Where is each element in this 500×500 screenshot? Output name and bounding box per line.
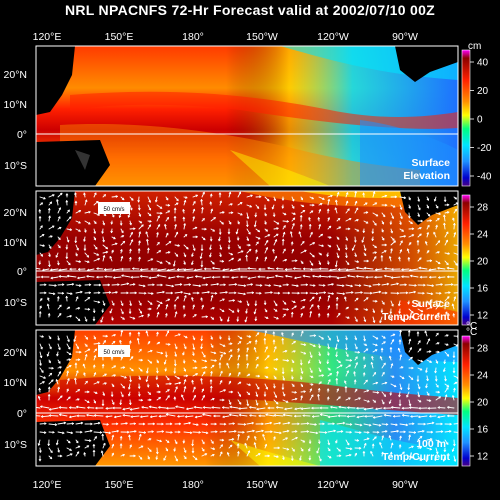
- vector-key-label: 50 cm/s: [103, 350, 124, 356]
- longitude-labels: 120°E 150°E 180° 150°W 120°W 90°W 120°E 150°E 18…: [33, 31, 418, 491]
- latitude-label: 20°N: [4, 69, 27, 81]
- vector-key-label: 50 cm/s: [103, 207, 124, 213]
- subsurface-temp-field: [36, 330, 458, 466]
- longitude-label: 180°: [182, 31, 204, 43]
- longitude-label: 150°W: [246, 479, 278, 491]
- latitude-label: 20°N: [4, 347, 27, 359]
- current-vectors: [36, 191, 458, 324]
- current-vectors: [36, 330, 458, 463]
- longitude-label: 150°E: [105, 479, 134, 491]
- panel-surface-elevation: [35, 45, 459, 187]
- colorbar-tick-label: 20: [477, 398, 489, 409]
- latitude-label: 10°S: [4, 297, 27, 309]
- surface-temp-field: [36, 191, 458, 325]
- longitude-label: 120°E: [33, 479, 62, 491]
- colorbar-tick-label: 24: [477, 371, 489, 382]
- colorbar-tick-label: 0: [477, 115, 483, 126]
- colorbar-tick-label: -20: [477, 143, 492, 154]
- panel-frame: [35, 45, 459, 187]
- latitude-label: 0°: [17, 266, 27, 278]
- colorbar-tick-label: 16: [477, 425, 489, 436]
- latitude-label: 10°N: [4, 99, 27, 111]
- longitude-label: 90°W: [392, 31, 418, 43]
- colorbar-tick-label: 16: [477, 284, 489, 295]
- colorbar-unit: °C: [466, 327, 477, 338]
- colorbar-unit: cm: [468, 41, 481, 52]
- latitude-label: 0°: [17, 408, 27, 420]
- longitude-label: 150°E: [105, 31, 134, 43]
- panel-frame: [35, 329, 459, 467]
- panel-label-line1: 100 m: [416, 438, 446, 450]
- colorbar-tick-label: 12: [477, 311, 489, 322]
- longitude-label: 120°W: [317, 31, 349, 43]
- longitude-label: 120°W: [317, 479, 349, 491]
- longitude-label: 180°: [182, 479, 204, 491]
- latitude-label: 10°N: [4, 237, 27, 249]
- latitude-label: 10°N: [4, 377, 27, 389]
- panel-label-line2: Elevation: [403, 170, 450, 182]
- panel-label-line2: Temp/Current: [382, 311, 451, 323]
- colorbar-tick-label: 40: [477, 58, 489, 69]
- latitude-label: 10°S: [4, 160, 27, 172]
- colorbar-tick-label: 28: [477, 203, 489, 214]
- colorbar: °C 28 24 20 16 12: [461, 327, 489, 467]
- longitude-label: 150°W: [246, 31, 278, 43]
- vector-scale-key: 50 cm/s: [98, 202, 130, 214]
- longitude-label: 120°E: [33, 31, 62, 43]
- panel-label-line1: Surface: [411, 157, 450, 169]
- latitude-label: 10°S: [4, 439, 27, 451]
- longitude-label: 90°W: [392, 479, 418, 491]
- panel-label-line1: Surface: [411, 298, 450, 310]
- panel-100m-temp: [35, 329, 459, 467]
- colorbar-tick-label: 12: [477, 452, 489, 463]
- panel-frame: [35, 190, 459, 326]
- latitude-label: 0°: [17, 129, 27, 141]
- vector-scale-key: 50 cm/s: [98, 345, 130, 357]
- colorbar-unit: °C: [466, 321, 477, 332]
- elevation-field: [36, 46, 458, 186]
- colorbar: 28 24 20 16 12: [461, 194, 489, 326]
- panel-label-line2: Temp/Current: [382, 451, 451, 463]
- colorbar-tick-label: -40: [477, 172, 492, 183]
- latitude-labels: 20°N 10°N 0° 10°S 20°N 10°N 0° 10°S 20°N 10°N 0° 10…: [4, 69, 27, 451]
- panel-surface-temp: [35, 190, 459, 326]
- colorbar: cm 40 20 0 -20 -40: [461, 41, 492, 187]
- colorbar-tick-label: 20: [477, 86, 489, 97]
- latitude-label: 20°N: [4, 207, 27, 219]
- figure-title: NRL NPACNFS 72-Hr Forecast valid at 2002…: [64, 2, 436, 18]
- colorbar-tick-label: 24: [477, 230, 489, 241]
- colorbar-tick-label: 20: [477, 257, 489, 268]
- colorbar-tick-label: 28: [477, 344, 489, 355]
